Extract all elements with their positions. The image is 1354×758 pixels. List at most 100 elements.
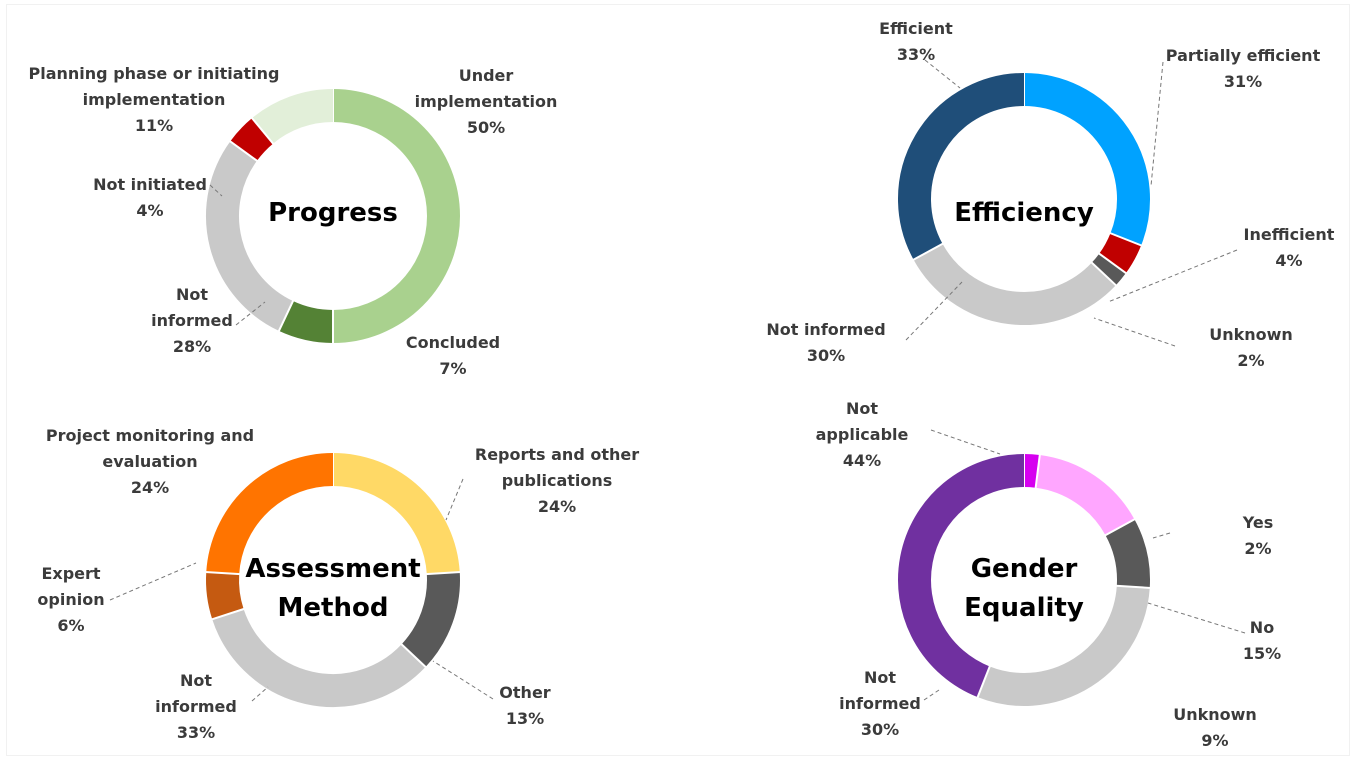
chart-frame [6, 4, 1350, 756]
slice-name-label: Efficient [879, 19, 953, 38]
slice-name-label: evaluation [102, 452, 197, 471]
slice-name-label: Other [499, 683, 550, 702]
slice-unknown [1105, 519, 1150, 588]
slice-separator [1115, 584, 1151, 589]
leader-line [209, 184, 223, 197]
slice-not-informed [206, 141, 294, 331]
slice-name-label: Under [459, 66, 514, 85]
slice-name-label: Partially efficient [1166, 46, 1321, 65]
slice-separator [1104, 517, 1136, 537]
donut-chart-progress: Progress Under implementation 50% Concluded 7… [29, 64, 558, 378]
slice-name-label: Yes [1242, 513, 1274, 532]
slice-name-label: implementation [415, 92, 558, 111]
slice-partially-efficient [1023, 73, 1150, 246]
slice-percent-label: 30% [807, 346, 845, 365]
slice-separator [1109, 231, 1143, 247]
leader-line [923, 689, 940, 701]
slice-separator [210, 607, 245, 621]
slice-not-informed [977, 585, 1150, 706]
slice-percent-label: 24% [538, 497, 576, 516]
slice-not-informed [212, 608, 426, 707]
slice-name-label: Not [176, 285, 208, 304]
slice-name-label: Planning phase or initiating [29, 64, 280, 83]
leader-line [109, 562, 197, 601]
slice-percent-label: 2% [1244, 539, 1271, 558]
chart-title: Assessment [245, 554, 420, 584]
slice-separator [976, 665, 992, 699]
leader-line [1150, 61, 1164, 187]
slice-under-implementation [332, 89, 460, 343]
slice-percent-label: 2% [1237, 351, 1264, 370]
slice-efficient [898, 73, 1025, 260]
slice-yes [1023, 453, 1040, 488]
chart-title: Efficiency [954, 198, 1094, 228]
slice-percent-label: 31% [1224, 72, 1262, 91]
slice-percent-label: 9% [1201, 731, 1228, 750]
slice-percent-label: 11% [135, 116, 173, 135]
chart-title: Equality [964, 593, 1084, 623]
slice-name-label: Concluded [406, 333, 500, 352]
slice-name-label: Not [180, 671, 212, 690]
slice-name-label: Inefficient [1244, 225, 1335, 244]
slice-name-label: Unknown [1173, 705, 1257, 724]
leader-line [251, 686, 269, 702]
slice-percent-label: 44% [843, 451, 881, 470]
slice-percent-label: 50% [467, 118, 505, 137]
slice-name-label: implementation [83, 90, 226, 109]
slice-expert-opinion [206, 572, 244, 620]
slice-percent-label: 13% [506, 709, 544, 728]
slice-percent-label: 15% [1243, 644, 1281, 663]
slice-concluded [278, 300, 334, 343]
slice-separator [1097, 252, 1128, 275]
slice-project-monitoring-and-evaluation [206, 453, 334, 575]
slice-reports-and-other-publications [332, 453, 460, 575]
donut-chart-assessment-method: Assessment Method Reports and other publica… [37, 426, 639, 742]
slice-separator [1090, 261, 1118, 287]
slice-name-label: Not informed [766, 320, 885, 339]
leader-line [924, 59, 961, 89]
slice-name-label: opinion [37, 590, 104, 609]
leader-line [445, 478, 464, 521]
slice-separator [1034, 453, 1041, 489]
slice-separator [400, 642, 427, 669]
chart-title: Progress [268, 198, 398, 228]
leader-line [235, 301, 266, 326]
slice-planning-phase-or-initiating-implementation [252, 89, 334, 144]
slice-percent-label: 4% [1275, 251, 1302, 270]
leader-line [1147, 602, 1246, 634]
slice-name-label: informed [155, 697, 237, 716]
slice-name-label: informed [151, 311, 233, 330]
slice-not-applicable [898, 454, 1025, 698]
slice-not-informed [913, 243, 1116, 325]
leader-line [432, 660, 494, 700]
slice-name-label: informed [839, 694, 921, 713]
slice-percent-label: 28% [173, 337, 211, 356]
slice-separator [912, 242, 944, 262]
slice-percent-label: 30% [861, 720, 899, 739]
slice-name-label: Not [846, 399, 878, 418]
slice-unknown [1091, 253, 1126, 286]
slice-not-initiated [230, 118, 274, 162]
slice-name-label: Not [864, 668, 896, 687]
slice-separator [228, 139, 259, 163]
slice-name-label: No [1250, 618, 1274, 637]
slice-percent-label: 24% [131, 478, 169, 497]
slice-separator [425, 570, 461, 576]
leader-line [930, 429, 1001, 455]
slice-other [401, 572, 460, 667]
slice-percent-label: 7% [439, 359, 466, 378]
slice-name-label: Expert [41, 564, 100, 583]
slice-name-label: Reports and other [475, 445, 639, 464]
slice-inefficient [1098, 232, 1142, 274]
chart-title: Gender [971, 554, 1078, 584]
donut-chart-gender-equality: Gender Equality Yes 2% No 15% Unknown 9% Not info… [816, 399, 1282, 750]
chart-title: Method [278, 593, 389, 623]
slice-name-label: Not initiated [93, 175, 207, 194]
slice-name-label: publications [502, 471, 613, 490]
slice-percent-label: 6% [57, 616, 84, 635]
leader-line [1093, 317, 1176, 347]
slice-name-label: Project monitoring and [46, 426, 254, 445]
leader-line [1152, 532, 1171, 539]
slice-percent-label: 4% [136, 201, 163, 220]
